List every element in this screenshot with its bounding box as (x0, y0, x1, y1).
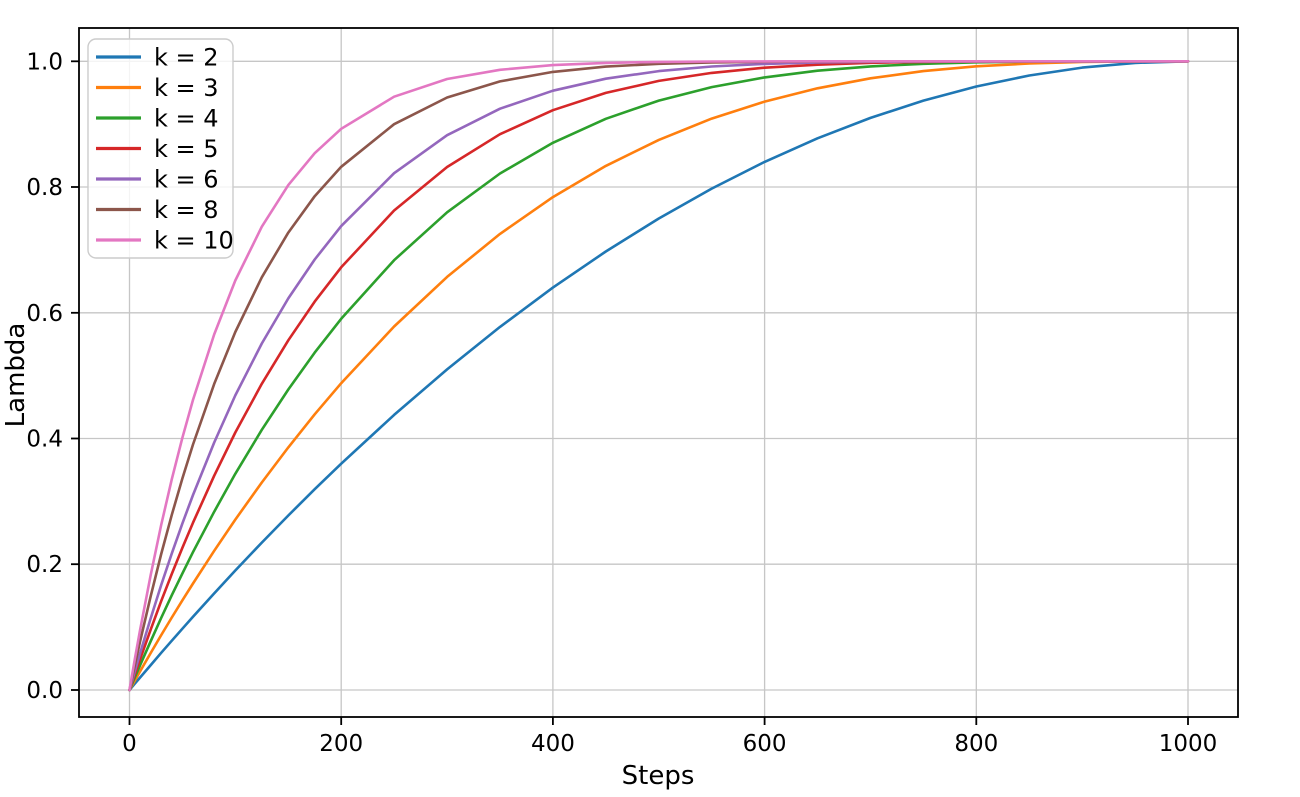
legend-label-k=10: k = 10 (154, 227, 234, 255)
series-line-k=2 (128, 59, 1190, 692)
series-line-k=3 (128, 59, 1190, 692)
series-line-k=4 (128, 59, 1190, 692)
legend-label-k=5: k = 5 (154, 135, 219, 163)
x-tick-label: 1000 (1159, 731, 1218, 757)
y-tick-label: 1.0 (26, 49, 63, 75)
y-tick-label: 0.6 (26, 301, 63, 327)
y-tick-label: 0.8 (26, 175, 63, 201)
plot-area-border (78, 27, 1239, 718)
legend-label-k=6: k = 6 (154, 166, 219, 194)
legend: k = 2k = 3 k = 4k = 5 k = 6k = 8 k = 10 (87, 38, 234, 259)
x-tick-label: 200 (319, 731, 363, 757)
series-line-k=8 (128, 59, 1190, 692)
x-tick-label: 800 (954, 731, 998, 757)
y-tick-label: 0.2 (26, 552, 63, 578)
legend-label-k=4: k = 4 (154, 105, 219, 133)
series-line-k=5 (128, 59, 1190, 692)
y-tick-label: 0.4 (26, 427, 63, 453)
series-layer (128, 59, 1190, 692)
tick-layer: 0 200 400 600 800 1000 0.0 0.2 0.4 0.6 0.8 1.0 (26, 49, 1217, 757)
x-tick-label: 0 (122, 731, 137, 757)
grid-layer (79, 28, 1238, 717)
y-axis-label: Lambda (1, 323, 31, 428)
x-tick-label: 400 (531, 731, 575, 757)
legend-label-k=3: k = 3 (154, 74, 219, 102)
series-line-k=6 (128, 59, 1190, 692)
legend-label-k=8: k = 8 (154, 196, 219, 224)
legend-box (87, 38, 234, 259)
x-tick-label: 600 (743, 731, 787, 757)
x-axis-label: Steps (622, 761, 695, 791)
legend-label-k=2: k = 2 (154, 44, 219, 72)
y-tick-label: 0.0 (26, 678, 63, 704)
series-line-k=10 (128, 59, 1190, 692)
